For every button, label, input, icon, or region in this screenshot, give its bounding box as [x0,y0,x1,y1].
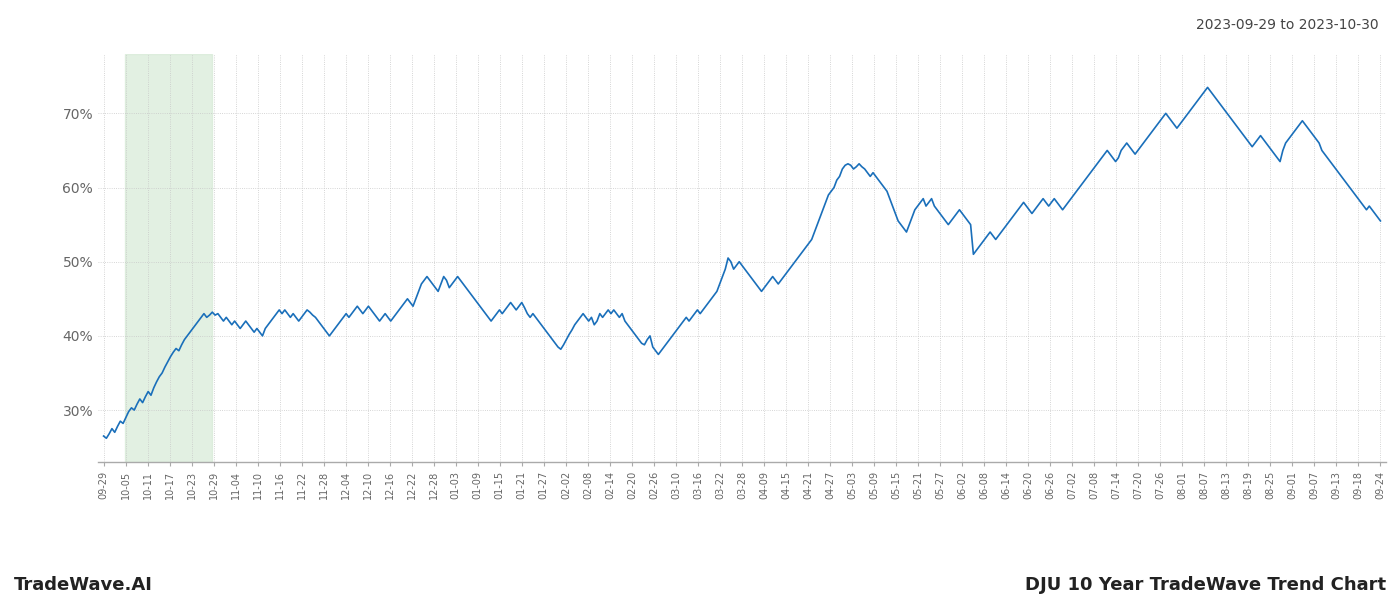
Text: 2023-09-29 to 2023-10-30: 2023-09-29 to 2023-10-30 [1197,18,1379,32]
Text: TradeWave.AI: TradeWave.AI [14,576,153,594]
Text: DJU 10 Year TradeWave Trend Chart: DJU 10 Year TradeWave Trend Chart [1025,576,1386,594]
Bar [126,54,213,462]
